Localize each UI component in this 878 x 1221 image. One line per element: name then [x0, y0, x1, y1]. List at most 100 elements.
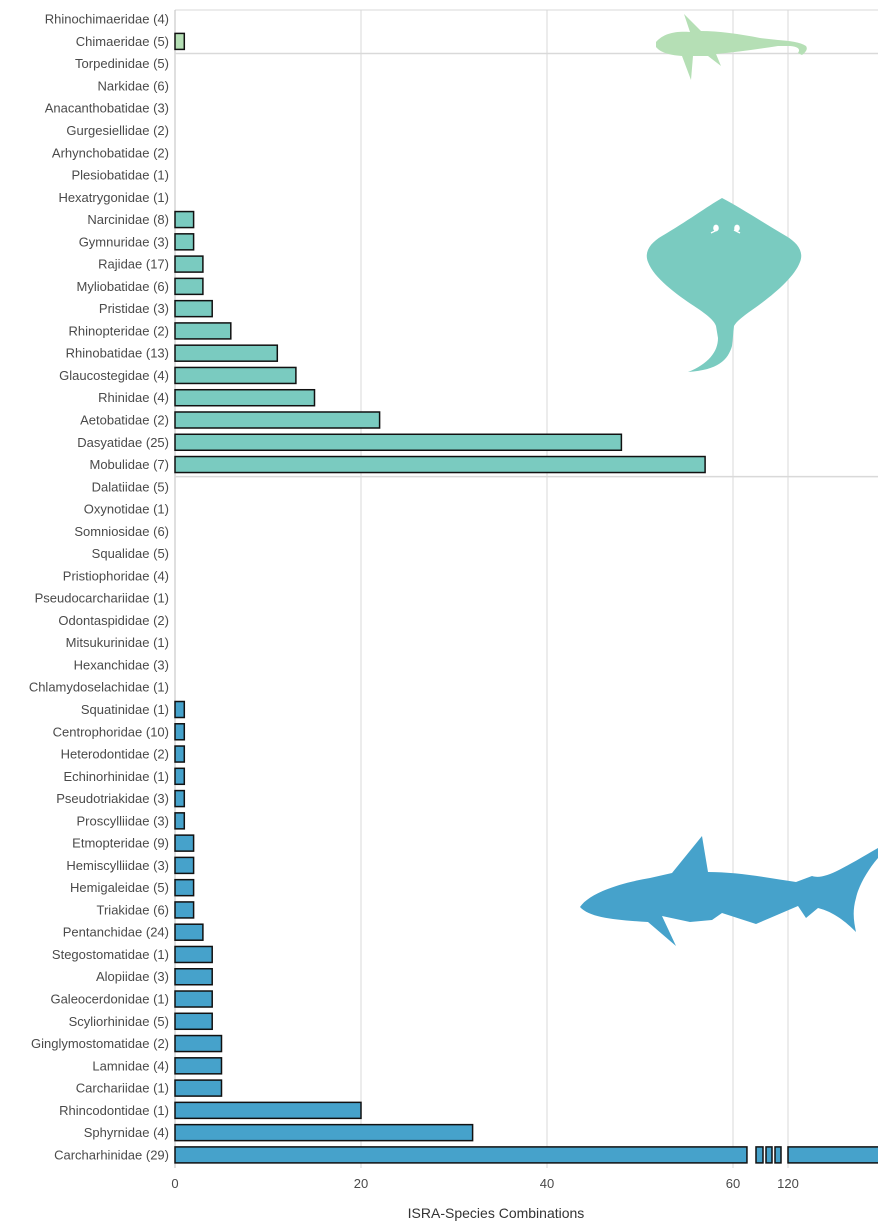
category-label: Pristiophoridae (4): [63, 568, 169, 583]
group-dividers: [175, 52, 878, 478]
bar: [174, 834, 195, 852]
bar: [174, 344, 279, 362]
bar: [174, 32, 186, 51]
category-label: Hexanchidae (3): [74, 657, 169, 672]
category-label: Ginglymostomatidae (2): [31, 1036, 169, 1051]
category-label: Gymnuridae (3): [79, 234, 169, 249]
category-label: Sphyrnidae (4): [84, 1125, 169, 1140]
category-label: Rhinopteridae (2): [69, 323, 169, 338]
bar: [787, 1146, 878, 1164]
category-label: Centrophoridae (10): [53, 724, 169, 739]
bar: [774, 1146, 782, 1164]
category-label: Narkidae (6): [97, 78, 169, 93]
bar: [174, 433, 623, 452]
category-label: Rhinidae (4): [98, 390, 169, 405]
x-tick-label: 20: [354, 1176, 368, 1191]
category-label: Proscylliidae (3): [77, 813, 169, 828]
bar: [174, 1034, 223, 1053]
category-label: Scyliorhinidae (5): [69, 1014, 169, 1029]
category-label: Chimaeridae (5): [76, 34, 169, 49]
bar: [174, 299, 213, 318]
category-label: Rhinochimaeridae (4): [45, 12, 169, 27]
bar: [174, 767, 186, 786]
bar: [174, 945, 213, 964]
category-label: Anacanthobatidae (3): [45, 101, 169, 116]
bar: [174, 1123, 474, 1142]
category-label: Somniosidae (6): [74, 524, 169, 539]
x-tick-label: 0: [171, 1176, 178, 1191]
bar: [174, 789, 186, 808]
bar: [174, 745, 186, 763]
category-label: Plesiobatidae (1): [71, 168, 169, 183]
category-label: Arhynchobatidae (2): [52, 145, 169, 160]
category-label: Stegostomatidae (1): [52, 947, 169, 962]
category-label: Odontaspididae (2): [58, 613, 169, 628]
category-label: Rajidae (17): [98, 257, 169, 272]
gridlines: [174, 9, 878, 1169]
bar: [174, 1101, 362, 1120]
category-label: Mobulidae (7): [90, 457, 170, 472]
bar: [174, 812, 186, 830]
category-label: Rhinobatidae (13): [66, 346, 169, 361]
silhouettes: [580, 14, 878, 946]
bar: [755, 1146, 764, 1164]
category-label: Myliobatidae (6): [77, 279, 170, 294]
bar: [174, 967, 213, 986]
category-label: Pentanchidae (24): [63, 925, 169, 940]
category-label: Pristidae (3): [99, 301, 169, 316]
category-label: Alopiidae (3): [96, 969, 169, 984]
category-label: Squatinidae (1): [81, 702, 169, 717]
bar: [174, 210, 195, 229]
category-label: Narcinidae (8): [87, 212, 169, 227]
bar: [174, 923, 204, 941]
category-label: Hemiscylliidae (3): [66, 858, 169, 873]
bar: [174, 411, 381, 429]
bar: [174, 878, 195, 897]
bar: [174, 1146, 748, 1164]
shark-icon: [580, 836, 878, 946]
x-tick-label: 120: [777, 1176, 799, 1191]
x-tick-label: 40: [540, 1176, 554, 1191]
bar: [174, 856, 195, 875]
bar: [174, 388, 316, 407]
category-label: Dasyatidae (25): [77, 435, 169, 450]
category-label: Chlamydoselachidae (1): [29, 680, 169, 695]
bar: [174, 255, 204, 273]
category-label: Triakidae (6): [97, 902, 169, 917]
bar: [174, 455, 706, 474]
category-label: Rhincodontidae (1): [59, 1103, 169, 1118]
category-label: Carchariidae (1): [76, 1081, 169, 1096]
category-label: Pseudocarchariidae (1): [35, 591, 169, 606]
chimaera-icon: [656, 14, 807, 80]
category-label: Hexatrygonidae (1): [58, 190, 169, 205]
category-label: Etmopteridae (9): [72, 836, 169, 851]
category-label: Hemigaleidae (5): [70, 880, 169, 895]
bar: [174, 233, 195, 251]
category-label: Echinorhinidae (1): [63, 769, 169, 784]
bar: [174, 990, 213, 1008]
category-label: Lamnidae (4): [92, 1058, 169, 1073]
category-label: Dalatiidae (5): [92, 479, 169, 494]
category-label: Mitsukurinidae (1): [66, 635, 169, 650]
ray-icon: [646, 198, 802, 372]
bar: [765, 1146, 773, 1164]
category-label: Galeocerdonidae (1): [50, 992, 169, 1007]
bar: [174, 1057, 223, 1075]
x-axis-title: ISRA-Species Combinations: [408, 1205, 585, 1221]
bar: [174, 700, 186, 719]
x-tick-label: 60: [726, 1176, 740, 1191]
category-label: Oxynotidae (1): [84, 502, 169, 517]
bar: [174, 901, 195, 919]
bar: [174, 1079, 223, 1097]
category-label: Glaucostegidae (4): [59, 368, 169, 383]
category-label: Heterodontidae (2): [61, 747, 169, 762]
x-axis-ticks: 0 20 40 60 120: [171, 1176, 798, 1191]
category-label: Torpedinidae (5): [75, 56, 169, 71]
bar: [174, 322, 232, 340]
category-label: Squalidae (5): [92, 546, 169, 561]
category-label: Pseudotriakidae (3): [56, 791, 169, 806]
bar: [174, 277, 204, 296]
category-label: Gurgesiellidae (2): [66, 123, 169, 138]
category-labels: Rhinochimaeridae (4) Chimaeridae (5) Torpe…: [29, 12, 169, 1163]
